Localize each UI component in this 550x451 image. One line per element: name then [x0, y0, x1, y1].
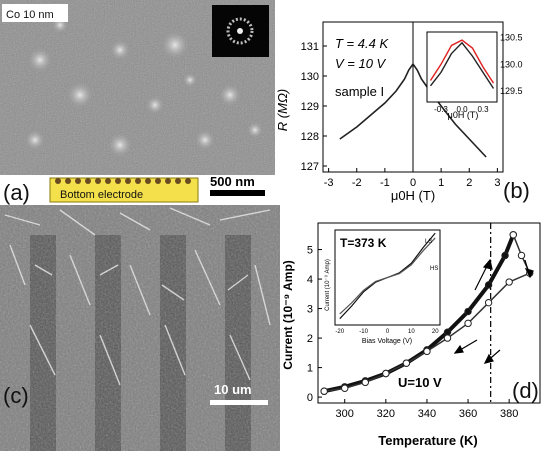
sample-label-box — [2, 4, 68, 22]
panel-c-image: 10 um (c) — [0, 205, 280, 451]
panel-c-label: (c) — [3, 383, 29, 408]
d-data-point — [464, 319, 472, 328]
d-xtick-label: 300 — [336, 408, 354, 420]
b-xtick-label: 2 — [466, 177, 472, 189]
d-xlabel: Temperature (K) — [378, 433, 477, 448]
d-ytick-label: 4 — [307, 274, 313, 286]
d-data-point — [443, 334, 452, 342]
b-ytick-label: 128 — [301, 131, 319, 143]
d-data-point — [505, 278, 513, 286]
d-inset-xtick-label: 10 — [408, 329, 415, 335]
d-data-point — [484, 281, 493, 289]
b-inset-series — [429, 41, 495, 89]
d-data-point — [361, 378, 369, 387]
b-inset-xlabel: μ0H (T) — [448, 110, 479, 120]
b-inset-ytick-label: 130.5 — [500, 32, 523, 42]
electrode-label: Bottom electrode — [60, 189, 143, 201]
bottom-electrode — [49, 177, 199, 203]
b-inset-ytick-label: 129.5 — [500, 86, 523, 96]
panel-a-label: (a) — [3, 180, 30, 205]
d-ytick-label: 5 — [307, 245, 313, 257]
panel-d-chart: 0 1 2 3 4 5 300 320 340 360 380 Current (10⁻⁹ Amp)… — [281, 222, 541, 448]
nanoparticle-blobs — [25, 17, 263, 157]
d-data-point — [517, 251, 526, 260]
scalebar-a-label: 500 nm — [210, 174, 255, 189]
b-resistance-curve — [339, 62, 487, 158]
panel-b-label: (b) — [503, 178, 530, 203]
d-ytick-label: 2 — [307, 333, 313, 345]
d-data-point — [402, 359, 411, 367]
d-data-point — [464, 307, 472, 316]
b-ylabel: R (MΩ) — [275, 89, 290, 131]
fft-ring — [226, 17, 254, 45]
b-ytick-label: 130 — [301, 71, 319, 83]
b-ytick-label: 129 — [301, 101, 319, 113]
panel-a-image: Co 10 nm Bottom electrode 500 nm (a) — [0, 0, 275, 205]
b-xtick-label: 3 — [494, 177, 500, 189]
panel-b: 127 128 129 130 131 -3 -2 -1 0 1 2 3 R (MΩ) μ0H (T)… — [275, 0, 550, 205]
b-temp-text: T = 4.4 K — [335, 36, 389, 51]
electrode-particles — [55, 178, 191, 184]
d-inset-hs: HS — [430, 266, 438, 272]
b-xlabel: μ0H (T) — [391, 188, 435, 203]
d-inset-xtick-label: -20 — [335, 329, 344, 335]
d-inset-xlabel: Bias Voltage (V) — [362, 338, 412, 345]
b-inset-series — [429, 39, 495, 84]
panel-a: Co 10 nm Bottom electrode 500 nm (a) — [0, 0, 275, 205]
d-xtick-label: 320 — [377, 408, 395, 420]
d-data-point — [382, 369, 390, 378]
scalebar-c — [210, 400, 268, 405]
d-data-point — [509, 231, 517, 239]
panel-d: 0 1 2 3 4 5 300 320 340 360 380 Current (10⁻⁹ Amp)… — [280, 205, 550, 451]
d-inset-ylabel: Current (10⁻⁹ Amp) — [324, 259, 331, 311]
d-data-point — [501, 251, 509, 260]
d-inset-ls: LS — [425, 239, 432, 245]
b-inset-xtick-label: 0.0 — [456, 105, 468, 114]
scalebar-a — [210, 190, 265, 196]
d-inset-xtick-label: 20 — [432, 329, 439, 335]
d-voltage-text: U=10 V — [398, 375, 442, 390]
d-data-point — [320, 387, 328, 395]
d-arrows — [453, 258, 534, 364]
b-sample-text: sample I — [335, 84, 384, 99]
d-inset-series — [339, 237, 436, 315]
d-xtick-label: 340 — [418, 408, 436, 420]
b-inset-ytick-label: 130.0 — [500, 59, 523, 69]
panel-b-chart: 127 128 129 130 131 -3 -2 -1 0 1 2 3 R (MΩ) μ0H (T)… — [275, 21, 530, 203]
panel-c: 10 um (c) — [0, 205, 280, 451]
scalebar-c-label: 10 um — [214, 382, 252, 397]
sample-label: Co 10 nm — [6, 9, 54, 21]
b-xtick-label: -1 — [380, 177, 390, 189]
panel-d-label: (d) — [512, 378, 539, 403]
d-ytick-label: 0 — [307, 392, 313, 404]
d-data-point — [423, 347, 431, 356]
d-inset-xtick-label: -10 — [359, 329, 368, 335]
b-inset-xtick-label: -0.3 — [434, 105, 448, 114]
b-voltage-text: V = 10 V — [335, 56, 387, 71]
b-xtick-label: 1 — [438, 177, 444, 189]
b-xtick-label: 0 — [410, 177, 416, 189]
b-xtick-label: -3 — [324, 177, 334, 189]
d-inset-xtick-label: 0 — [386, 329, 390, 335]
d-ylabel: Current (10⁻⁹ Amp) — [281, 260, 295, 370]
d-xtick-label: 360 — [459, 408, 477, 420]
b-ytick-label: 127 — [301, 161, 319, 173]
b-ytick-label: 131 — [301, 41, 319, 53]
d-ytick-label: 1 — [307, 363, 313, 375]
d-data-point — [341, 384, 349, 392]
d-ytick-label: 3 — [307, 304, 313, 316]
d-data-point — [484, 298, 493, 307]
b-inset-xtick-label: 0.3 — [477, 105, 489, 114]
d-inset-temp: T=373 K — [340, 236, 387, 250]
d-xtick-label: 380 — [500, 408, 518, 420]
b-xtick-label: -2 — [352, 177, 362, 189]
